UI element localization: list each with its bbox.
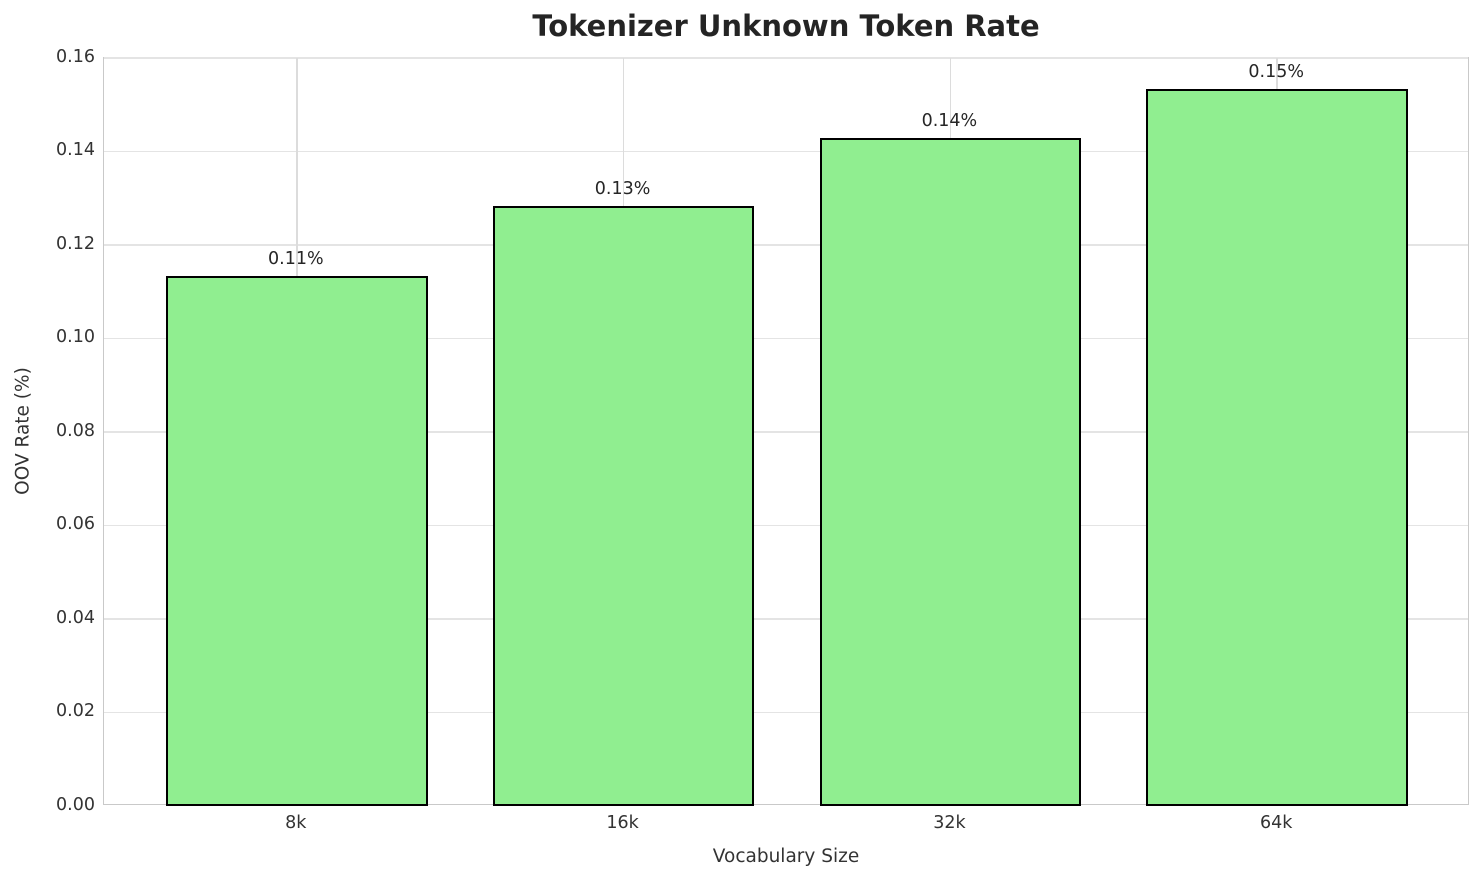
y-tick-label: 0.14 bbox=[56, 140, 95, 160]
y-tick-label: 0.06 bbox=[56, 514, 95, 534]
h-gridline bbox=[104, 431, 1468, 433]
x-axis-label: Vocabulary Size bbox=[712, 846, 860, 867]
bar-value-label: 0.14% bbox=[921, 110, 978, 131]
y-tick-label: 0.04 bbox=[56, 607, 95, 628]
bar-64k bbox=[1146, 88, 1408, 806]
chart-title: Tokenizer Unknown Token Rate bbox=[532, 9, 1040, 43]
h-gridline bbox=[104, 57, 1468, 59]
y-tick-label: 0.16 bbox=[56, 46, 95, 67]
x-tick-label: 64k bbox=[1259, 813, 1293, 833]
y-tick-label: 0.08 bbox=[56, 420, 95, 441]
y-axis-label: OOV Rate (%) bbox=[12, 367, 34, 495]
bar-value-label: 0.15% bbox=[1248, 61, 1304, 82]
bar-32k bbox=[819, 137, 1082, 806]
h-gridline bbox=[104, 524, 1468, 527]
h-gridline bbox=[104, 244, 1468, 246]
bar-value-label: 0.11% bbox=[268, 248, 324, 269]
y-tick-label: 0.02 bbox=[56, 701, 95, 721]
plot-area bbox=[103, 57, 1469, 806]
x-tick-label: 32k bbox=[933, 813, 966, 833]
bar-16k bbox=[492, 206, 755, 806]
x-tick-label: 16k bbox=[606, 813, 639, 833]
h-gridline bbox=[104, 618, 1468, 620]
bar-value-label: 0.13% bbox=[594, 179, 651, 200]
y-tick-label: 0.00 bbox=[56, 794, 95, 815]
x-tick-label: 8k bbox=[285, 813, 307, 833]
y-tick-label: 0.10 bbox=[56, 327, 95, 347]
h-gridline bbox=[104, 337, 1468, 340]
h-gridline bbox=[104, 150, 1468, 153]
h-gridline bbox=[104, 711, 1468, 714]
y-tick-label: 0.12 bbox=[56, 233, 95, 254]
bar-8k bbox=[166, 275, 428, 806]
